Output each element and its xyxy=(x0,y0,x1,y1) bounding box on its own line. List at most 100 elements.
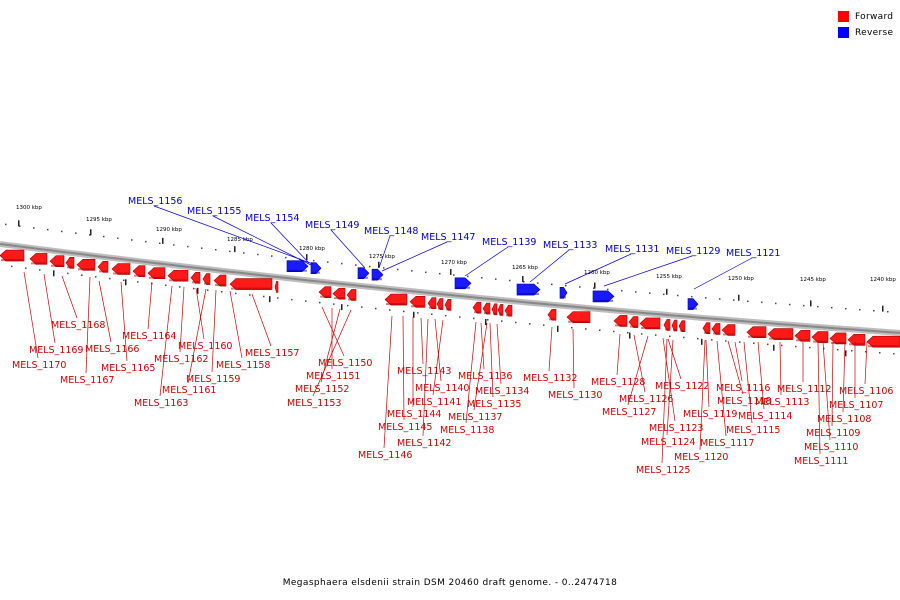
forward-gene-label[interactable]: MELS_1127 xyxy=(602,407,656,418)
reverse-gene-label[interactable]: MELS_1156 xyxy=(128,196,182,207)
forward-gene-label[interactable]: MELS_1126 xyxy=(619,394,673,405)
reverse-gene-label[interactable]: MELS_1148 xyxy=(364,226,418,237)
forward-gene-label[interactable]: MELS_1122 xyxy=(655,381,709,392)
forward-gene-label[interactable]: MELS_1163 xyxy=(134,398,188,409)
forward-gene-label[interactable]: MELS_1150 xyxy=(318,358,372,369)
forward-gene-label[interactable]: MELS_1116 xyxy=(716,383,770,394)
forward-gene-leader xyxy=(743,341,753,424)
reverse-gene-label[interactable]: MELS_1149 xyxy=(305,220,359,231)
forward-gene-leader xyxy=(716,340,727,437)
forward-gene-label[interactable]: MELS_1125 xyxy=(636,465,690,476)
reverse-gene-leader xyxy=(564,253,632,285)
forward-gene-label[interactable]: MELS_1162 xyxy=(154,354,208,365)
reverse-gene-label[interactable]: MELS_1139 xyxy=(482,237,536,248)
scale-dot xyxy=(495,278,497,280)
gene-arrow-shade xyxy=(78,268,94,271)
forward-gene-label[interactable]: MELS_1132 xyxy=(523,373,577,384)
forward-gene-label[interactable]: MELS_1113 xyxy=(755,397,809,408)
reverse-gene-leader xyxy=(529,249,570,283)
forward-gene-label[interactable]: MELS_1166 xyxy=(85,344,139,355)
forward-gene-label[interactable]: MELS_1158 xyxy=(216,360,270,371)
scale-major-tick xyxy=(738,294,740,301)
forward-gene-label[interactable]: MELS_1151 xyxy=(306,371,360,382)
forward-gene-label[interactable]: MELS_1106 xyxy=(839,386,893,397)
gene-arrow-forward[interactable] xyxy=(371,268,384,281)
scale-dot xyxy=(11,265,13,268)
forward-gene-label[interactable]: MELS_1170 xyxy=(12,360,66,371)
gene-arrow-forward[interactable] xyxy=(516,283,541,296)
forward-gene-label[interactable]: MELS_1167 xyxy=(60,375,114,386)
gene-arrow-shade xyxy=(231,287,271,290)
forward-gene-label[interactable]: MELS_1110 xyxy=(804,442,858,453)
scale-dot xyxy=(327,261,329,263)
gene-arrow-reverse[interactable] xyxy=(274,281,279,293)
forward-gene-label[interactable]: MELS_1146 xyxy=(358,450,412,461)
forward-gene-label[interactable]: MELS_1112 xyxy=(777,384,831,395)
forward-gene-label[interactable]: MELS_1161 xyxy=(162,385,216,396)
scale-major-tick xyxy=(234,246,236,253)
reverse-gene-label[interactable]: MELS_1133 xyxy=(543,240,597,251)
reverse-gene-label[interactable]: MELS_1121 xyxy=(726,248,780,259)
scale-dot xyxy=(229,250,231,253)
forward-gene-label[interactable]: MELS_1157 xyxy=(245,348,299,359)
reverse-gene-label[interactable]: MELS_1154 xyxy=(245,213,299,224)
forward-gene-leader xyxy=(757,341,765,410)
gene-arrow-forward[interactable] xyxy=(310,262,322,275)
forward-gene-label[interactable]: MELS_1119 xyxy=(683,409,737,420)
forward-gene-label[interactable]: MELS_1117 xyxy=(700,438,754,449)
forward-gene-label[interactable]: MELS_1107 xyxy=(829,400,883,411)
gene-arrow-forward[interactable] xyxy=(286,260,309,273)
reverse-gene-label[interactable]: MELS_1155 xyxy=(187,206,241,217)
gene-arrow-shade xyxy=(288,269,307,272)
gene-arrow-forward[interactable] xyxy=(559,287,568,299)
legend-item-reverse: Reverse xyxy=(838,25,893,40)
reverse-gene-label[interactable]: MELS_1131 xyxy=(605,244,659,255)
gene-arrow-forward[interactable] xyxy=(454,277,472,290)
forward-gene-label[interactable]: MELS_1140 xyxy=(415,383,469,394)
gene-arrow-shade xyxy=(665,328,669,331)
forward-gene-label[interactable]: MELS_1124 xyxy=(641,437,695,448)
forward-gene-label[interactable]: MELS_1115 xyxy=(726,425,780,436)
gene-arrow-forward[interactable] xyxy=(357,267,370,280)
gene-arrow-forward[interactable] xyxy=(687,298,699,310)
forward-gene-label[interactable]: MELS_1114 xyxy=(738,411,792,422)
forward-gene-label[interactable]: MELS_1120 xyxy=(674,452,728,463)
scale-dot xyxy=(571,326,573,329)
forward-gene-label[interactable]: MELS_1160 xyxy=(178,341,232,352)
scale-dot xyxy=(145,240,147,243)
forward-gene-label[interactable]: MELS_1108 xyxy=(817,414,871,425)
forward-gene-label[interactable]: MELS_1135 xyxy=(467,399,521,410)
forward-gene-label[interactable]: MELS_1111 xyxy=(794,456,848,467)
forward-gene-label[interactable]: MELS_1142 xyxy=(397,438,451,449)
forward-gene-label[interactable]: MELS_1136 xyxy=(458,371,512,382)
forward-gene-label[interactable]: MELS_1128 xyxy=(591,377,645,388)
reverse-gene-label[interactable]: MELS_1129 xyxy=(666,246,720,257)
gene-arrow-shade xyxy=(518,293,539,296)
forward-gene-leader xyxy=(159,285,173,397)
reverse-gene-label[interactable]: MELS_1147 xyxy=(421,232,475,243)
forward-gene-label[interactable]: MELS_1118 xyxy=(717,396,771,407)
forward-gene-label[interactable]: MELS_1145 xyxy=(378,422,432,433)
forward-gene-label[interactable]: MELS_1168 xyxy=(51,320,105,331)
forward-gene-label[interactable]: MELS_1169 xyxy=(29,345,83,356)
forward-gene-label[interactable]: MELS_1165 xyxy=(101,363,155,374)
forward-gene-label[interactable]: MELS_1153 xyxy=(287,398,341,409)
forward-gene-label[interactable]: MELS_1141 xyxy=(407,397,461,408)
forward-gene-label[interactable]: MELS_1137 xyxy=(448,412,502,423)
forward-gene-label[interactable]: MELS_1164 xyxy=(122,331,176,342)
scale-dot xyxy=(845,307,847,310)
forward-gene-label[interactable]: MELS_1152 xyxy=(295,384,349,395)
forward-gene-label[interactable]: MELS_1134 xyxy=(475,386,529,397)
forward-gene-label[interactable]: MELS_1159 xyxy=(186,374,240,385)
forward-gene-label[interactable]: MELS_1144 xyxy=(387,409,441,420)
forward-gene-label[interactable]: MELS_1130 xyxy=(548,390,602,401)
forward-gene-label[interactable]: MELS_1123 xyxy=(649,423,703,434)
legend-label-forward: Forward xyxy=(855,11,894,22)
forward-gene-label[interactable]: MELS_1109 xyxy=(806,428,860,439)
forward-gene-leader xyxy=(666,339,674,436)
forward-gene-leader xyxy=(699,339,706,451)
gene-arrow-shade xyxy=(615,324,626,327)
forward-gene-label[interactable]: MELS_1138 xyxy=(440,425,494,436)
forward-gene-label[interactable]: MELS_1143 xyxy=(397,366,451,377)
gene-arrow-forward[interactable] xyxy=(592,290,615,303)
